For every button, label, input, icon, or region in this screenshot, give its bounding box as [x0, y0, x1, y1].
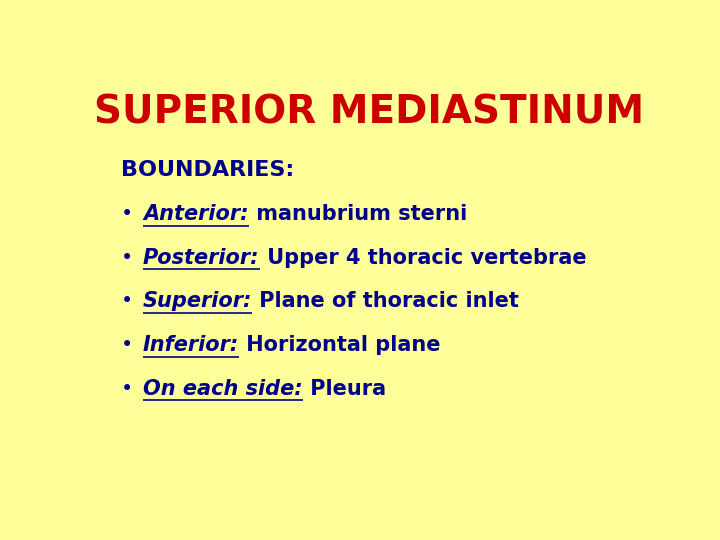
Text: Inferior:: Inferior:: [143, 335, 239, 355]
Text: Pleura: Pleura: [302, 379, 386, 399]
Text: Horizontal plane: Horizontal plane: [239, 335, 441, 355]
Text: Plane of thoracic inlet: Plane of thoracic inlet: [253, 292, 519, 312]
Text: manubrium sterni: manubrium sterni: [248, 204, 467, 224]
Text: BOUNDARIES:: BOUNDARIES:: [121, 160, 294, 180]
Text: •: •: [121, 248, 133, 268]
Text: Posterior:: Posterior:: [143, 248, 259, 268]
Text: Superior:: Superior:: [143, 292, 253, 312]
Text: •: •: [121, 292, 133, 312]
Text: SUPERIOR MEDIASTINUM: SUPERIOR MEDIASTINUM: [94, 94, 644, 132]
Text: Upper 4 thoracic vertebrae: Upper 4 thoracic vertebrae: [259, 248, 586, 268]
Text: •: •: [121, 335, 133, 355]
Text: Anterior:: Anterior:: [143, 204, 248, 224]
Text: On each side:: On each side:: [143, 379, 302, 399]
Text: •: •: [121, 204, 133, 224]
Text: •: •: [121, 379, 133, 399]
